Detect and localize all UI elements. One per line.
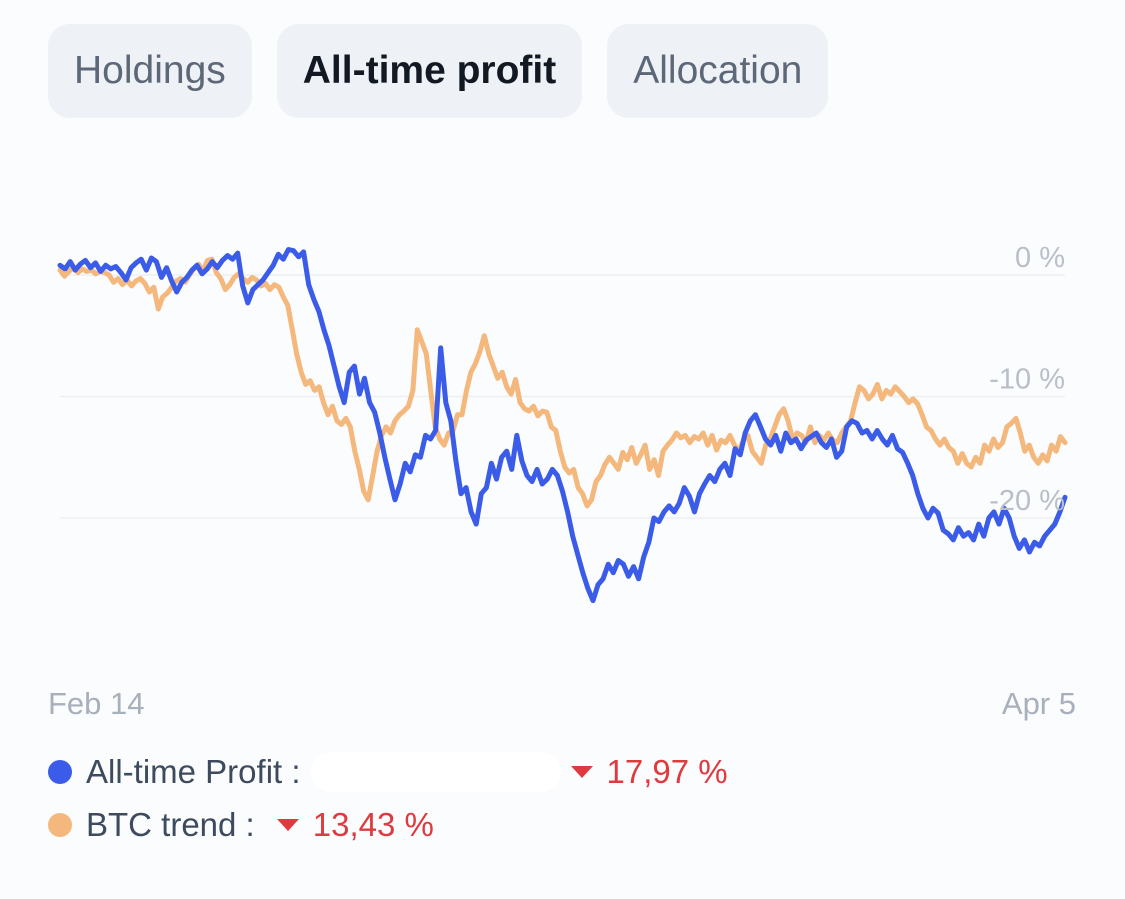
legend-profit-label: All-time Profit : [86,753,301,790]
y-tick-label-0: 0 % [1015,242,1065,274]
legend-btc-label: BTC trend : [86,806,255,843]
series-line-btc [57,256,1068,509]
tab-allocation[interactable]: Allocation [607,24,829,118]
tab-all-time-profit[interactable]: All-time profit [276,24,583,118]
y-tick-label-2: -20 % [989,485,1065,517]
y-tick-label-1: -10 % [989,364,1065,396]
chart-lines [57,247,1068,604]
legend-profit: All-time Profit : 17,97 % [48,752,728,792]
legend-btc: BTC trend : 13,43 % [48,806,434,844]
series-line-profit [57,247,1068,604]
profit-change: 17,97 % [570,753,728,791]
tab-holdings[interactable]: Holdings [48,24,252,118]
tab-bar: Holdings All-time profit Allocation [48,24,853,118]
arrow-down-icon [276,819,299,831]
chart-grid [60,274,1065,519]
arrow-down-icon [570,766,593,778]
btc-change: 13,43 % [276,806,434,844]
redacted-amount [310,752,561,792]
profit-chart: 0 % -10 % -20 % [57,242,1068,604]
profit-change-value: 17,97 % [606,753,728,790]
x-end-label: Apr 5 [1001,686,1076,721]
x-start-label: Feb 14 [48,686,145,721]
btc-color-dot [48,813,72,837]
chart-ticks: 0 % -10 % -20 % [989,242,1065,517]
btc-change-value: 13,43 % [312,806,434,843]
profit-color-dot [48,760,72,784]
